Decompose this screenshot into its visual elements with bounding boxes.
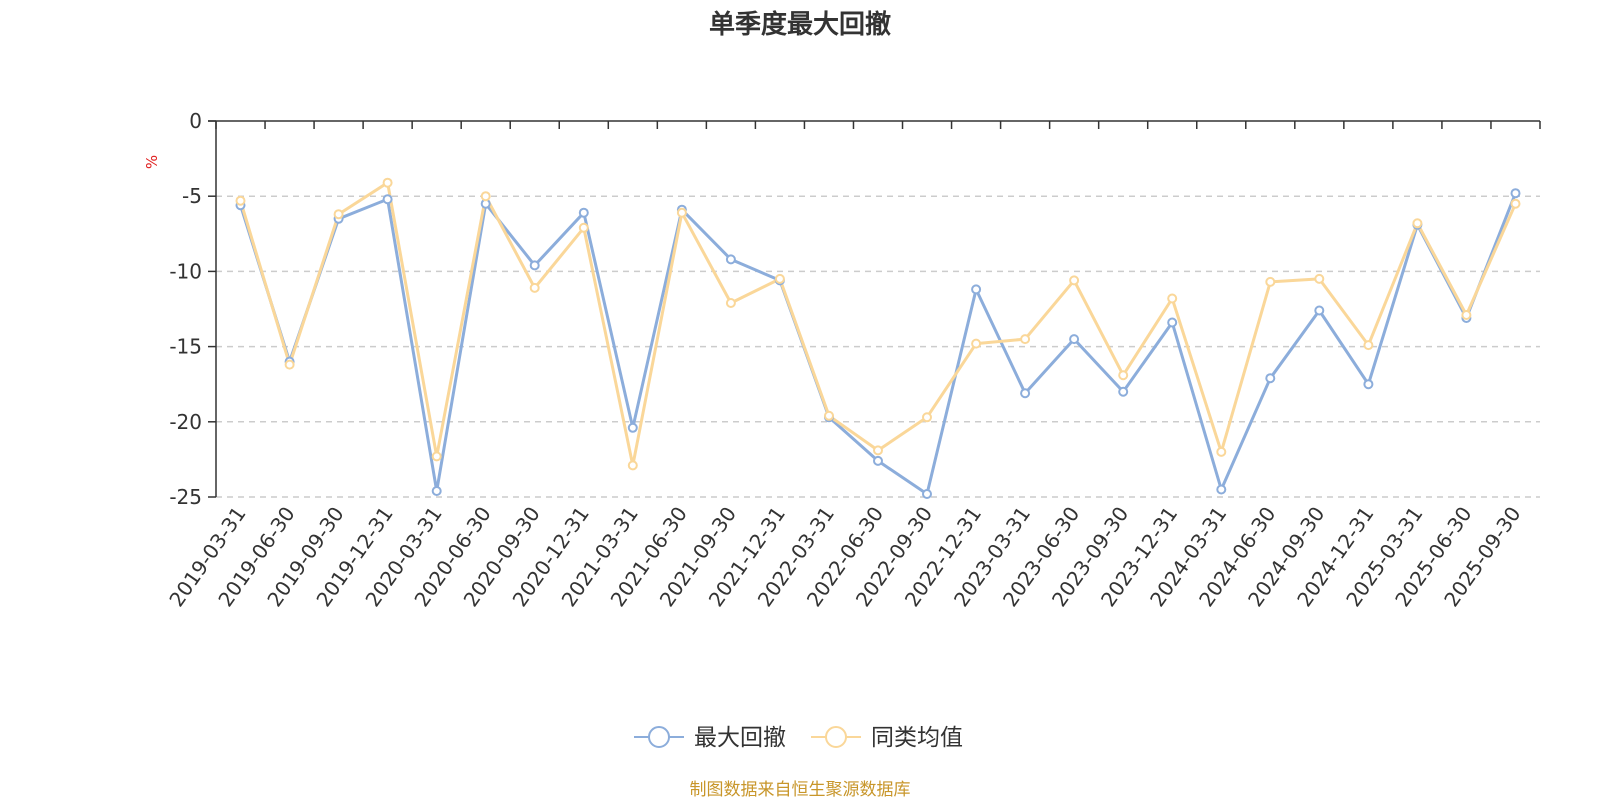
data-point-1	[529, 282, 540, 293]
data-point-1	[284, 359, 295, 370]
data-point-0	[1020, 388, 1031, 399]
data-point-1	[382, 177, 393, 188]
axes: 0-5-10-15-20-252019-03-312019-06-302019-…	[164, 109, 1541, 611]
data-point-1	[1265, 276, 1276, 287]
data-point-0	[627, 422, 638, 433]
data-point-0	[1363, 379, 1374, 390]
data-point-1	[333, 209, 344, 220]
data-point-0	[529, 260, 540, 271]
legend-label-max-drawdown: 最大回撤	[694, 725, 786, 751]
y-tick-label: -15	[169, 335, 202, 359]
data-point-0	[1069, 334, 1080, 345]
y-tick-label: 0	[189, 109, 202, 133]
data-point-1	[922, 412, 932, 423]
data-point-1	[235, 195, 246, 206]
data-point-0	[1167, 317, 1178, 328]
data-point-1	[824, 410, 834, 421]
data-point-0	[578, 207, 589, 218]
series-line-1	[239, 181, 1517, 467]
data-point-1	[1118, 370, 1129, 381]
data-point-1	[1069, 275, 1080, 286]
data-point-0	[873, 455, 883, 466]
data-point-1	[480, 191, 491, 202]
legend: 最大回撤 同类均值	[634, 725, 963, 751]
y-tick-label: -10	[169, 259, 202, 283]
data-point-0	[971, 284, 982, 295]
data-point-1	[431, 451, 442, 462]
data-point-1	[971, 338, 982, 349]
data-point-1	[1314, 273, 1325, 284]
data-point-1	[676, 207, 687, 218]
data-point-0	[725, 254, 736, 265]
data-point-1	[1363, 340, 1374, 351]
legend-marker-peer-average-icon	[825, 726, 847, 748]
data-point-1	[1461, 310, 1472, 320]
data-point-1	[1412, 218, 1423, 229]
chart-title: 单季度最大回撤	[709, 9, 891, 40]
data-point-0	[382, 194, 393, 205]
y-tick-label: -5	[182, 184, 202, 208]
data-point-1	[1020, 334, 1031, 345]
y-tick-label: -20	[169, 410, 202, 434]
series-markers	[235, 177, 1521, 499]
legend-label-peer-average: 同类均值	[871, 725, 963, 751]
legend-item-max-drawdown[interactable]: 最大回撤	[634, 725, 786, 751]
legend-marker-max-drawdown-icon	[648, 726, 670, 748]
data-point-0	[922, 489, 932, 499]
y-tick-label: -25	[169, 485, 202, 509]
data-point-1	[1216, 446, 1227, 457]
data-point-1	[627, 460, 638, 471]
legend-item-peer-average[interactable]: 同类均值	[811, 725, 963, 751]
data-point-1	[578, 222, 589, 233]
data-point-1	[873, 445, 883, 456]
data-point-1	[1167, 293, 1178, 304]
data-point-1	[725, 298, 736, 308]
y-axis-unit: %	[143, 155, 161, 169]
data-point-0	[1510, 188, 1521, 199]
data-point-1	[774, 273, 785, 284]
data-point-0	[1314, 305, 1325, 316]
data-point-0	[1216, 484, 1227, 495]
data-point-0	[1118, 386, 1129, 397]
grid-lines	[216, 195, 1540, 498]
data-point-0	[431, 486, 442, 496]
data-point-1	[1510, 198, 1521, 209]
data-point-0	[1265, 373, 1276, 384]
source-note: 制图数据来自恒生聚源数据库	[690, 780, 911, 800]
